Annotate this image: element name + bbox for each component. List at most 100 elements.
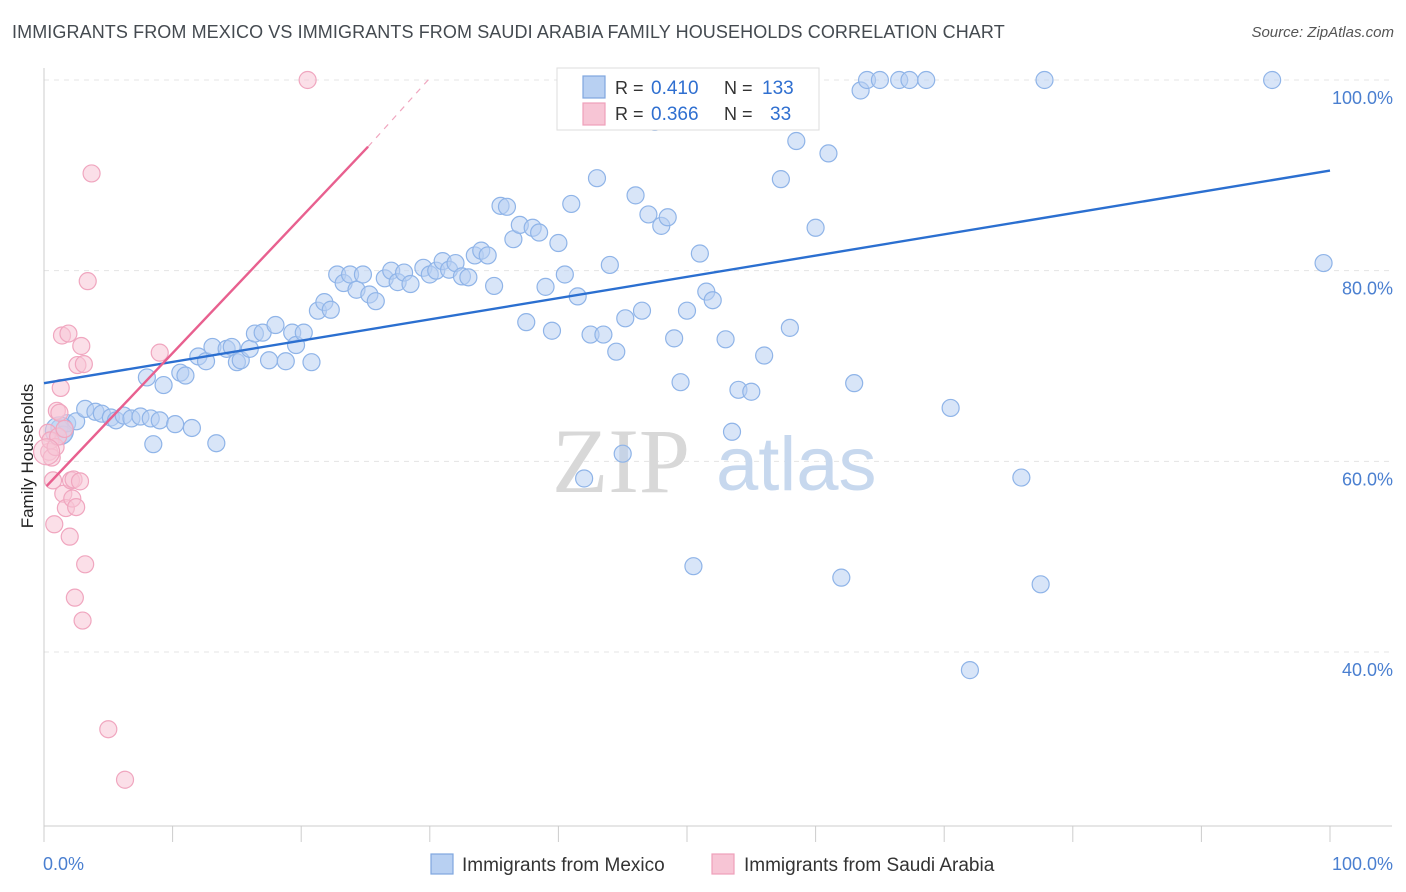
data-point-mexico	[900, 70, 919, 90]
data-point-mexico	[684, 557, 703, 576]
data-point-mexico	[144, 435, 163, 454]
data-point-saudi	[70, 472, 90, 491]
data-point-mexico	[594, 325, 613, 344]
data-point-mexico	[677, 301, 697, 320]
data-point-mexico	[366, 292, 385, 311]
data-point-mexico	[742, 382, 761, 401]
data-point-mexico	[626, 186, 645, 205]
data-point-mexico	[806, 218, 825, 237]
data-point-saudi	[78, 272, 97, 291]
legend-n-label-saudi: N =	[724, 104, 753, 124]
legend-r-value-mexico: 0.410	[651, 78, 699, 99]
x-tick-label-min: 0.0%	[43, 854, 84, 874]
legend-n-value-saudi: 33	[770, 104, 791, 125]
data-point-saudi	[73, 611, 92, 630]
data-point-mexico	[166, 415, 185, 434]
data-point-mexico	[703, 291, 722, 310]
data-point-mexico	[1314, 253, 1333, 273]
data-point-mexico	[1263, 70, 1282, 90]
source-credit: Source: ZipAtlas.com	[1251, 24, 1394, 41]
data-point-mexico	[671, 373, 690, 392]
series-saudi-points	[32, 70, 317, 789]
data-point-saudi	[67, 497, 86, 517]
data-point-saudi	[76, 555, 95, 574]
data-point-mexico	[658, 208, 677, 227]
trend-lines	[43, 77, 1331, 487]
data-point-mexico	[276, 352, 295, 371]
trend-line-saudi	[45, 145, 369, 487]
data-point-mexico	[182, 418, 201, 438]
data-point-saudi	[65, 588, 84, 607]
data-point-mexico	[459, 268, 478, 287]
data-point-mexico	[600, 255, 619, 275]
data-point-mexico	[1035, 70, 1054, 90]
data-point-mexico	[478, 246, 497, 265]
data-point-mexico	[587, 169, 607, 188]
data-point-mexico	[755, 346, 774, 365]
data-point-mexico	[536, 277, 555, 296]
trend-line-saudi-extension	[367, 77, 431, 148]
data-point-mexico	[266, 315, 285, 335]
data-point-mexico	[690, 244, 709, 263]
data-point-saudi	[72, 336, 91, 356]
data-point-mexico	[1012, 468, 1031, 487]
bottom-legend-swatch-saudi	[711, 853, 735, 875]
legend-swatch-saudi	[582, 102, 606, 126]
data-point-saudi	[50, 403, 69, 422]
data-point-mexico	[485, 276, 504, 296]
y-tick-label: 100.0%	[1332, 88, 1393, 108]
data-point-mexico	[549, 233, 568, 253]
data-point-mexico	[401, 274, 420, 294]
data-point-mexico	[321, 300, 340, 319]
legend-r-label-saudi: R =	[615, 104, 644, 124]
bottom-legend-label-saudi: Immigrants from Saudi Arabia	[744, 855, 995, 876]
data-point-mexico	[302, 353, 321, 372]
data-point-mexico	[542, 321, 562, 340]
data-point-mexico	[780, 318, 799, 337]
y-tick-label: 60.0%	[1342, 469, 1393, 489]
legend-r-value-saudi: 0.366	[651, 104, 699, 125]
data-point-mexico	[722, 422, 742, 441]
data-point-mexico	[960, 661, 980, 680]
data-point-mexico	[562, 194, 581, 214]
chart-title: IMMIGRANTS FROM MEXICO VS IMMIGRANTS FRO…	[12, 22, 1005, 42]
data-point-mexico	[176, 366, 195, 385]
data-point-mexico	[870, 70, 890, 90]
series-mexico-points	[44, 70, 1333, 680]
data-point-mexico	[917, 70, 936, 90]
data-point-mexico	[1031, 575, 1050, 594]
data-point-saudi	[45, 515, 64, 534]
data-point-mexico	[530, 223, 549, 242]
data-point-mexico	[832, 568, 851, 587]
y-tick-label: 80.0%	[1342, 279, 1393, 299]
data-point-saudi	[55, 419, 74, 439]
legend-swatch-mexico	[582, 75, 606, 99]
data-point-saudi	[60, 527, 79, 546]
correlation-legend: R = 0.410 N = 133 R = 0.366 N = 33	[556, 67, 820, 131]
legend-n-value-mexico: 133	[762, 78, 794, 99]
data-point-saudi-cluster	[32, 438, 61, 466]
data-point-saudi	[115, 770, 135, 789]
y-tick-label: 40.0%	[1342, 660, 1393, 680]
data-point-mexico	[259, 351, 279, 370]
data-point-mexico	[353, 265, 373, 284]
legend-r-label-mexico: R =	[615, 78, 644, 98]
data-point-mexico	[497, 197, 517, 216]
data-point-mexico	[517, 313, 536, 332]
data-point-mexico	[771, 170, 790, 189]
data-point-mexico	[613, 444, 632, 463]
x-tick-label-max: 100.0%	[1332, 854, 1393, 874]
data-point-saudi	[99, 720, 118, 739]
data-point-mexico	[137, 368, 156, 387]
trend-line-mexico	[43, 169, 1331, 385]
data-point-saudi	[82, 164, 101, 183]
series-legend: Immigrants from Mexico Immigrants from S…	[430, 853, 995, 876]
data-point-saudi	[298, 70, 317, 90]
data-point-mexico	[150, 411, 169, 430]
data-point-mexico	[639, 205, 658, 224]
data-point-mexico	[665, 329, 684, 348]
bottom-legend-label-mexico: Immigrants from Mexico	[462, 855, 665, 876]
x-tick-labels: 0.0% 100.0%	[43, 854, 1393, 874]
watermark-atlas: atlas	[716, 422, 877, 507]
